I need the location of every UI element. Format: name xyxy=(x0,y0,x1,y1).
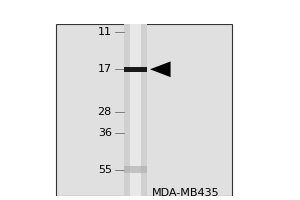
Text: 36: 36 xyxy=(98,128,112,138)
Text: 17: 17 xyxy=(98,64,112,74)
Text: 55: 55 xyxy=(98,165,112,175)
Bar xyxy=(124,24,147,196)
Text: MDA-MB435: MDA-MB435 xyxy=(152,188,219,198)
Bar xyxy=(56,24,232,196)
Bar xyxy=(124,67,147,72)
Bar xyxy=(130,24,141,196)
Text: 11: 11 xyxy=(98,27,112,37)
Bar xyxy=(124,166,147,173)
Polygon shape xyxy=(150,61,171,77)
Text: 28: 28 xyxy=(98,107,112,117)
